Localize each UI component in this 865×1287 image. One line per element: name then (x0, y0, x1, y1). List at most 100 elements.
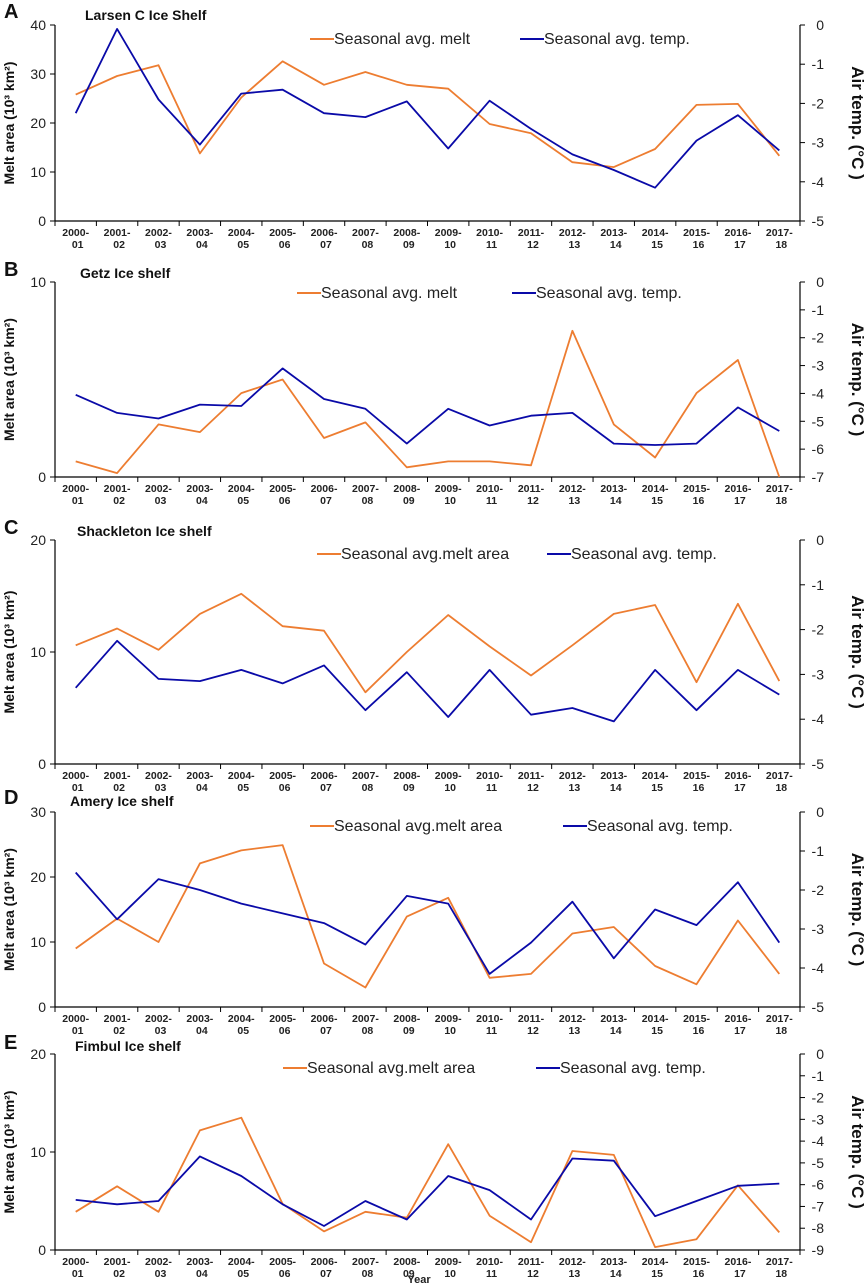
x-tick-label-year2: 17 (734, 239, 746, 251)
y-tick-label: 10 (30, 274, 46, 290)
y2-tick-label: -5 (812, 213, 825, 229)
x-tick-label-year2: 08 (362, 1025, 374, 1037)
panel-letter: A (4, 1, 18, 23)
x-tick-label: 2011- (518, 483, 545, 495)
y2-tick-label: -3 (812, 666, 825, 682)
x-tick-label-year2: 16 (693, 495, 705, 507)
y-tick-label: 0 (38, 469, 46, 485)
x-tick-label-year2: 17 (734, 1025, 746, 1037)
x-tick-label-year2: 12 (527, 495, 539, 507)
x-tick-label: 2002- (145, 770, 172, 782)
panel-letter: E (4, 1032, 17, 1054)
x-tick-label-year2: 06 (279, 1025, 291, 1037)
y-tick-label: 20 (30, 115, 46, 131)
x-tick-label-year2: 08 (362, 782, 374, 794)
x-tick-label: 2011- (518, 1013, 545, 1025)
x-tick-label-year2: 16 (693, 239, 705, 251)
x-tick-label: 2010- (476, 227, 503, 239)
x-tick-label-year2: 14 (610, 1025, 622, 1037)
x-tick-label-year2: 11 (486, 495, 497, 507)
x-tick-label: 2004- (228, 227, 255, 239)
y-tick-label: 0 (38, 999, 46, 1015)
x-tick-label: 2015- (683, 227, 710, 239)
legend-label: Seasonal avg.melt area (341, 546, 509, 563)
legend-label: Seasonal avg. temp. (544, 31, 690, 48)
x-tick-label-year2: 08 (362, 1268, 374, 1280)
y2-tick-label: -7 (812, 1198, 825, 1214)
x-tick-label: 2007- (352, 1013, 379, 1025)
x-tick-label-year2: 04 (196, 239, 208, 251)
x-tick-label-year2: 02 (113, 1025, 125, 1037)
y2-tick-label: -6 (812, 1177, 825, 1193)
x-tick-label: 2014- (642, 483, 669, 495)
x-tick-label-year2: 08 (362, 239, 374, 251)
legend-label: Seasonal avg. temp. (587, 818, 733, 835)
x-tick-label: 2013- (600, 1013, 627, 1025)
x-tick-label: 2005- (269, 483, 296, 495)
x-tick-label-year2: 01 (72, 239, 84, 251)
y-tick-label: 40 (30, 17, 46, 33)
x-tick-label-year2: 10 (444, 495, 456, 507)
x-tick-label-year2: 10 (444, 1268, 456, 1280)
x-tick-label-year2: 17 (734, 782, 746, 794)
y2-tick-label: -2 (812, 622, 825, 638)
x-tick-label: 2012- (559, 227, 586, 239)
x-tick-label-year2: 08 (362, 495, 374, 507)
x-tick-label-year2: 14 (610, 782, 622, 794)
x-tick-label-year2: 10 (444, 239, 456, 251)
x-tick-label-year2: 01 (72, 782, 84, 794)
x-tick-label: 2015- (683, 1013, 710, 1025)
x-tick-label-year2: 16 (693, 782, 705, 794)
x-tick-label: 2012- (559, 770, 586, 782)
y2-tick-label: -3 (812, 1111, 825, 1127)
x-tick-label: 2013- (600, 227, 627, 239)
x-tick-label: 2004- (228, 1013, 255, 1025)
y2-tick-label: -5 (812, 999, 825, 1015)
y2-tick-label: -1 (812, 577, 825, 593)
x-tick-label-year2: 18 (775, 782, 787, 794)
x-tick-label: 2010- (476, 1256, 503, 1268)
y-axis-label: Melt area (10³ km²) (1, 848, 17, 971)
series-temp-line (75, 1155, 780, 1227)
y2-tick-label: -2 (812, 1090, 825, 1106)
x-tick-label: 2002- (145, 227, 172, 239)
x-tick-label: 2011- (518, 1256, 545, 1268)
x-tick-label-year2: 11 (486, 1268, 497, 1280)
y-tick-label: 30 (30, 66, 46, 82)
x-tick-label: 2017- (766, 227, 793, 239)
x-tick-label-year2: 03 (155, 1268, 167, 1280)
y2-tick-label: -1 (812, 1068, 825, 1084)
x-tick-label: 2005- (269, 1013, 296, 1025)
x-tick-label: 2013- (600, 1256, 627, 1268)
x-tick-label-year2: 13 (569, 1025, 581, 1037)
x-tick-label: 2000- (62, 1013, 89, 1025)
legend-label: Seasonal avg. temp. (560, 1060, 706, 1077)
x-tick-label-year2: 09 (403, 239, 415, 251)
y-tick-label: 10 (30, 164, 46, 180)
panel-title: Larsen C Ice Shelf (85, 7, 207, 23)
x-tick-label: 2002- (145, 1256, 172, 1268)
x-tick-label: 2017- (766, 1256, 793, 1268)
y-axis-label: Melt area (10³ km²) (1, 591, 17, 714)
y2-tick-label: 0 (816, 532, 824, 548)
x-tick-label-year2: 09 (403, 1025, 415, 1037)
y2-tick-label: -1 (812, 302, 825, 318)
x-tick-label-year2: 15 (651, 239, 663, 251)
x-tick-label-year2: 18 (775, 495, 787, 507)
y2-axis-label: Air temp. (°C ) (848, 1095, 865, 1209)
x-tick-label: 2002- (145, 1013, 172, 1025)
x-tick-label-year2: 10 (444, 782, 456, 794)
x-tick-label: 2012- (559, 1256, 586, 1268)
x-tick-label-year2: 07 (320, 239, 332, 251)
x-tick-label-year2: 06 (279, 239, 291, 251)
x-tick-label: 2013- (600, 483, 627, 495)
x-tick-label: 2000- (62, 770, 89, 782)
x-tick-label: 2012- (559, 483, 586, 495)
y-tick-label: 0 (38, 213, 46, 229)
y2-tick-label: -2 (812, 330, 825, 346)
x-tick-label-year2: 05 (237, 495, 249, 507)
x-tick-label: 2005- (269, 1256, 296, 1268)
y2-tick-label: 0 (816, 804, 824, 820)
y2-tick-label: -6 (812, 441, 825, 457)
